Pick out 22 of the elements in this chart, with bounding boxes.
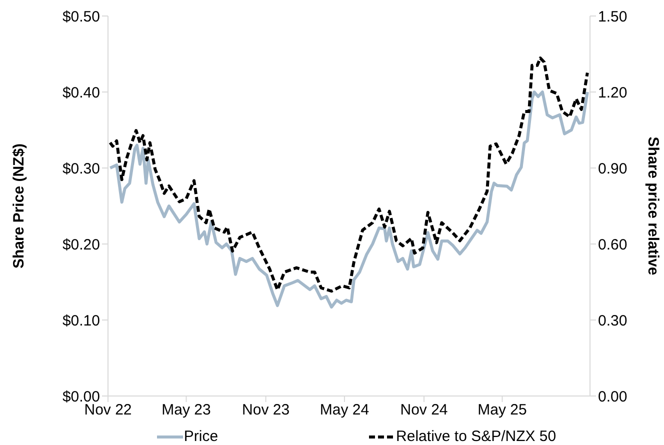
y-tick-label: $0.10	[62, 312, 100, 330]
x-tick-label: Nov 24	[400, 402, 448, 419]
y-tick-label: $0.40	[62, 84, 100, 102]
line-series	[108, 90, 589, 309]
x-tick-label: May 25	[478, 402, 527, 419]
legend-label: Relative to S&P/NZX 50	[396, 428, 556, 445]
y-tick-label: $0.30	[62, 160, 100, 178]
x-tick-label: May 23	[162, 402, 211, 419]
y2-tick-label: 1.50	[598, 8, 628, 26]
y2-tick-label: 0.90	[598, 160, 628, 178]
y2-tick-label: 0.60	[598, 236, 628, 254]
y-axis-title: Share Price (NZ$)	[10, 143, 28, 269]
y2-axis-title: Share price relative	[644, 136, 662, 276]
y2-tick-label: 0.00	[598, 388, 628, 406]
y2-tick-label: 0.30	[598, 312, 628, 330]
line-series	[108, 56, 589, 293]
y-tick-label: $0.50	[62, 8, 100, 26]
y-tick-label: $0.20	[62, 236, 100, 254]
x-tick-label: May 24	[320, 402, 370, 419]
y2-tick-label: 1.20	[598, 84, 628, 102]
x-tick-label: Nov 23	[242, 402, 290, 419]
legend-label: Price	[184, 428, 218, 445]
